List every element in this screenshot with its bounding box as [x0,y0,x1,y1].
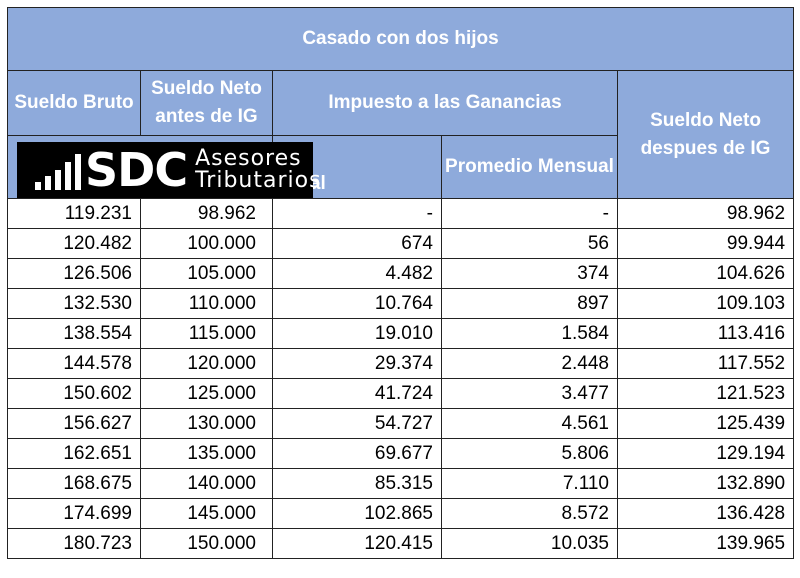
table-cell: 126.506 [7,258,141,289]
logo-line1: Asesores [195,146,302,171]
table-cell: 10.035 [441,528,618,559]
table-row: 168.675 140.000 85.315 7.110 132.890 [7,468,795,499]
table-cell: 19.010 [272,318,442,349]
table-cell: 180.723 [7,528,141,559]
table-cell: 162.651 [7,438,141,469]
header-neto-antes: Sueldo Neto antes de IG [140,70,273,136]
header-sueldo-bruto: Sueldo Bruto [7,70,141,136]
table-cell: 140.000 [140,468,273,499]
table-cell: 113.416 [616,318,795,349]
table-cell: 110.000 [140,288,273,319]
table-cell: 10.764 [272,288,442,319]
table-cell: 150.000 [140,528,273,559]
table-cell: 3.477 [441,378,618,409]
table-cell: 115.000 [140,318,273,349]
table-cell: 168.675 [7,468,141,499]
table-cell: 102.865 [272,498,442,529]
table-cell: 1.584 [441,318,618,349]
salary-tax-table: Casado con dos hijos Sueldo Bruto Sueldo… [6,7,795,559]
table-cell: 109.103 [616,288,795,319]
table-cell: 144.578 [7,348,141,379]
table-cell: 125.439 [616,408,795,439]
table-cell: 121.523 [616,378,795,409]
sdc-logo: SDC Asesores Tributarios [17,142,321,198]
table-cell: 132.530 [7,288,141,319]
table-cell: 41.724 [272,378,442,409]
table-cell: 99.944 [616,228,795,259]
table-cell: 120.000 [140,348,273,379]
table-cell: 120.415 [272,528,442,559]
table-cell: 139.965 [616,528,795,559]
table-row: 144.578 120.000 29.374 2.448 117.552 [7,348,795,379]
table-cell: 132.890 [616,468,795,499]
table-cell: 100.000 [140,228,273,259]
table-row: 180.723 150.000 120.415 10.035 139.965 [7,528,795,559]
table-cell: 174.699 [7,498,141,529]
table-cell: 4.561 [441,408,618,439]
table-cell: 145.000 [140,498,273,529]
table-row: 119.231 98.962- -98.962 [7,198,795,229]
table-cell: 98.962 [616,198,795,229]
logo-subtitle: Asesores Tributarios [187,148,321,192]
table-cell: 135.000 [140,438,273,469]
table-cell: 129.194 [616,438,795,469]
table-cell: 4.482 [272,258,442,289]
table-row: 150.602 125.000 41.724 3.477 121.523 [7,378,795,409]
table-cell: 150.602 [7,378,141,409]
header-neto-despues: Sueldo Neto despues de IG [616,70,795,199]
table-row: 162.651 135.000 69.677 5.806 129.194 [7,438,795,469]
table-cell: 98.962 [140,198,273,229]
bars-icon [35,150,81,190]
table-cell: 138.554 [7,318,141,349]
table-cell: 56 [441,228,618,259]
table-row: 120.482 100.000 674 56 99.944 [7,228,795,259]
table-cell: 7.110 [441,468,618,499]
table-cell: 2.448 [441,348,618,379]
table-cell: 105.000 [140,258,273,289]
table-cell: 29.374 [272,348,442,379]
header-impuesto: Impuesto a las Ganancias [272,70,618,136]
table-cell: 5.806 [441,438,618,469]
table-cell: 85.315 [272,468,442,499]
table-title: Casado con dos hijos [6,7,795,71]
table-row: 156.627 130.000 54.727 4.561 125.439 [7,408,795,439]
table-cell: 125.000 [140,378,273,409]
table-cell: 674 [272,228,442,259]
table-row: 138.554 115.000 19.010 1.584 113.416 [7,318,795,349]
table-cell: 117.552 [616,348,795,379]
logo-brand: SDC [85,143,188,197]
table-body: 119.231 98.962- -98.962 120.482 100.000 674 56… [7,198,795,559]
table-cell: 104.626 [616,258,795,289]
table-cell: 120.482 [7,228,141,259]
table-cell: 136.428 [616,498,795,529]
table-cell: 897 [441,288,618,319]
table-cell: 374 [441,258,618,289]
table-row: 132.530 110.000 10.764 897 109.103 [7,288,795,319]
table-cell: 8.572 [441,498,618,529]
table-cell: 130.000 [140,408,273,439]
table-row: 126.506 105.000 4.482 374 104.626 [7,258,795,289]
table-row: 174.699 145.000 102.865 8.572 136.428 [7,498,795,529]
table-cell: 156.627 [7,408,141,439]
table-cell: - [441,198,618,229]
table-cell: - [272,198,442,229]
table-cell: 119.231 [7,198,141,229]
logo-line2: Tributarios [195,168,322,193]
header-promedio: Promedio Mensual [441,135,618,199]
table-cell: 69.677 [272,438,442,469]
table-cell: 54.727 [272,408,442,439]
